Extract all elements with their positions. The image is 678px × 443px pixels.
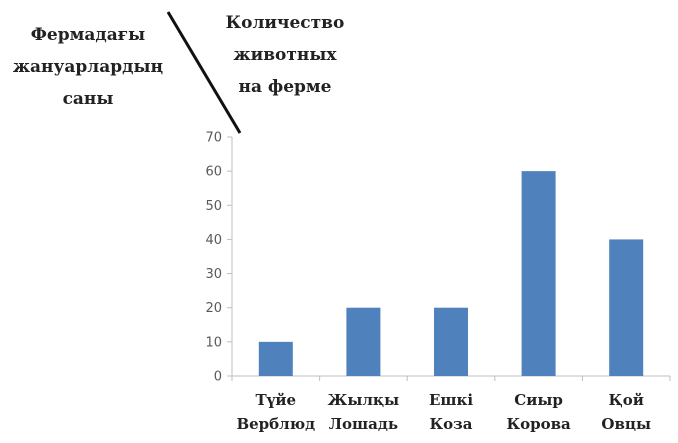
y-tick-label: 0 (214, 370, 222, 385)
x-category-label: Верблюд (236, 415, 315, 433)
bars (258, 171, 644, 376)
y-tick-label: 40 (205, 233, 222, 248)
header-left-line-1: Фермадағы (31, 25, 145, 45)
header-right-line-1: Количество (226, 13, 345, 33)
x-category-label: Лошадь (329, 415, 398, 433)
x-category-label: Овцы (601, 415, 651, 433)
header-left-line-3: саны (63, 89, 114, 109)
x-category-label: Корова (506, 415, 571, 433)
bar (346, 307, 381, 376)
x-category-label: Жылқы (328, 391, 400, 409)
x-category-label: Сиыр (514, 391, 563, 409)
header-left-line-2: жануарлардың (13, 57, 163, 77)
header-divider-line (166, 11, 242, 134)
bar (434, 307, 468, 376)
header-right-line-3: на ферме (239, 77, 332, 97)
labels: 0 10 20 30 40 50 60 70 Түйе Верблюд Жылқы Лошадь Ешк… (205, 131, 651, 434)
y-tick-label: 20 (205, 301, 222, 316)
bar (609, 239, 644, 376)
y-tick-label: 30 (205, 267, 222, 282)
x-category-label: Коза (430, 415, 473, 433)
x-category-label: Ешкі (429, 391, 473, 409)
x-category-label: Түйе (256, 391, 297, 409)
x-category-label: Қой (609, 391, 644, 409)
bar (258, 341, 293, 376)
bar (521, 171, 556, 376)
y-tick-label: 70 (205, 131, 222, 146)
y-tick-label: 10 (205, 335, 222, 350)
y-tick-label: 50 (205, 199, 222, 214)
y-tick-label: 60 (205, 165, 222, 180)
header-right-line-2: животных (233, 45, 337, 65)
